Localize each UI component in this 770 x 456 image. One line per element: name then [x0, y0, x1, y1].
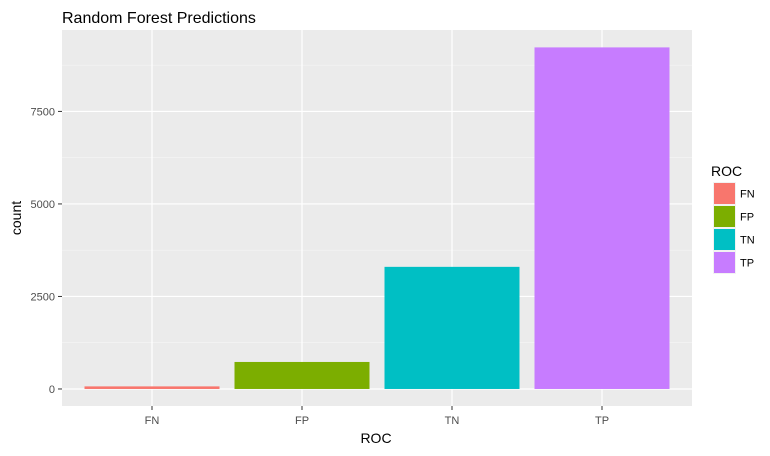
legend-swatch-fp — [714, 206, 735, 227]
legend: ROC FN FP TN TP — [711, 163, 755, 274]
legend-swatch-fn — [714, 183, 735, 204]
bar-fp — [234, 361, 370, 389]
x-axis: FN FP TN TP — [145, 406, 609, 427]
y-tick-label: 5000 — [31, 199, 55, 211]
bar-fn — [84, 386, 220, 389]
legend-swatch-tp — [714, 252, 735, 273]
y-axis: 0 2500 5000 7500 — [31, 106, 62, 396]
bar-tn — [384, 266, 520, 389]
bar-tp — [534, 47, 670, 389]
chart-title: Random Forest Predictions — [62, 10, 256, 27]
x-tick-label: FN — [145, 415, 160, 427]
y-tick-label: 7500 — [31, 106, 55, 118]
bars — [84, 47, 670, 389]
x-tick-label: TN — [445, 415, 460, 427]
x-tick-label: FP — [295, 415, 309, 427]
legend-items: FN FP TN TP — [713, 182, 755, 274]
y-axis-title: count — [8, 201, 24, 235]
x-tick-label: TP — [595, 415, 609, 427]
legend-title: ROC — [711, 163, 742, 179]
legend-label: TN — [740, 235, 755, 247]
legend-label: TP — [740, 258, 754, 270]
legend-label: FN — [740, 189, 755, 201]
legend-swatch-tn — [714, 229, 735, 250]
y-tick-label: 0 — [49, 384, 55, 396]
x-axis-title: ROC — [360, 430, 391, 446]
y-tick-label: 2500 — [31, 291, 55, 303]
legend-label: FP — [740, 212, 754, 224]
